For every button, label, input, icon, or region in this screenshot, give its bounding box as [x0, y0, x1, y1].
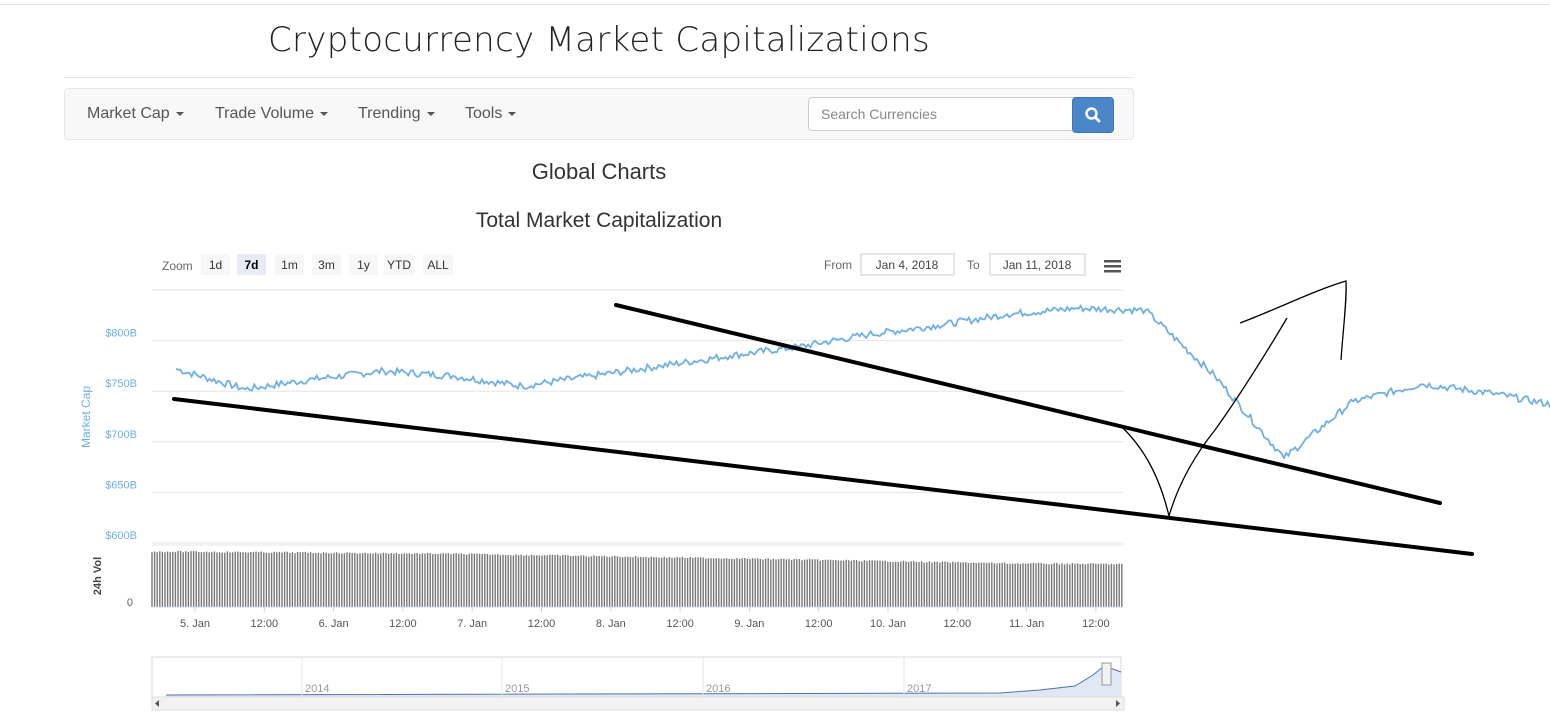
chart-title: Total Market Capitalization — [475, 209, 723, 232]
zoom-button-1d[interactable] — [201, 254, 230, 275]
nav-trending[interactable]: Trending — [358, 89, 435, 139]
y-tick-label: $750B — [105, 378, 137, 390]
caret-down-icon — [320, 111, 329, 116]
wedge-lower-trendline — [172, 397, 1474, 556]
x-tick-label: 5. Jan — [180, 618, 210, 630]
x-tick-label: 12:00 — [251, 618, 279, 630]
volume-axis-label: 24h Vol — [92, 557, 104, 595]
nav-market-cap[interactable]: Market Cap — [87, 89, 184, 139]
x-tick-label: 8. Jan — [596, 618, 626, 630]
nav-trending-label: Trending — [358, 105, 421, 122]
from-date-input[interactable] — [860, 253, 955, 276]
caret-down-icon — [508, 111, 517, 116]
navigator-year-label: 2014 — [305, 683, 329, 695]
volume-bars — [151, 550, 1123, 607]
from-label: From — [824, 258, 852, 272]
navbar: Market Cap Trade Volume Trending Tools — [64, 88, 1134, 140]
y-tick-label: $800B — [105, 328, 137, 340]
market-cap-series-line — [175, 304, 1550, 461]
zoom-button-label: 7d — [244, 258, 258, 272]
x-tick-label: 12:00 — [389, 618, 417, 630]
x-tick-label: 12:00 — [1082, 618, 1110, 630]
breakout-projection-line — [1122, 317, 1288, 519]
breakout-arrow-head — [1239, 280, 1347, 361]
y-tick-label: $700B — [105, 429, 137, 441]
menu-icon-line — [1104, 265, 1121, 268]
title-divider — [64, 77, 1134, 78]
nav-trade-volume[interactable]: Trade Volume — [215, 89, 329, 139]
zoom-button-1m[interactable] — [275, 254, 304, 275]
menu-icon-line — [1104, 270, 1121, 273]
to-label: To — [967, 258, 980, 272]
zoom-button-label: 1d — [209, 258, 222, 272]
zoom-button-7d[interactable] — [237, 254, 266, 275]
navigator-handle[interactable] — [1101, 662, 1112, 686]
nav-tools-label: Tools — [465, 105, 503, 122]
nav-tools[interactable]: Tools — [465, 89, 517, 139]
x-tick-label: 12:00 — [666, 618, 694, 630]
y-tick-label: $650B — [105, 479, 137, 491]
caret-down-icon — [426, 111, 435, 116]
zoom-button-1y[interactable] — [349, 254, 378, 275]
x-tick-label: 9. Jan — [734, 618, 764, 630]
to-date-value: Jan 11, 2018 — [1003, 258, 1072, 272]
x-tick-label: 7. Jan — [457, 618, 487, 630]
zoom-button-label: YTD — [387, 258, 411, 272]
menu-icon-line — [1104, 260, 1121, 263]
site-title: Cryptocurrency Market Capitalizations — [267, 20, 931, 60]
zoom-button-ytd[interactable] — [384, 254, 414, 275]
zoom-button-label: 3m — [318, 258, 335, 272]
navigator-year-label: 2015 — [505, 683, 529, 695]
x-tick-label: 6. Jan — [319, 618, 349, 630]
hamburger-menu-icon[interactable] — [1104, 260, 1121, 273]
navigator-area — [166, 666, 1121, 697]
y-tick-label: $600B — [105, 530, 137, 542]
x-tick-label: 12:00 — [944, 618, 972, 630]
x-tick-label: 11. Jan — [1009, 618, 1044, 630]
nav-trade-volume-label: Trade Volume — [215, 105, 315, 122]
zoom-button-3m[interactable] — [312, 254, 341, 275]
scroll-left-arrow-icon[interactable] — [155, 700, 159, 707]
zoom-button-label: 1y — [357, 258, 370, 272]
search-button[interactable] — [1072, 97, 1114, 133]
to-date-input[interactable] — [989, 253, 1086, 276]
top-border — [0, 4, 1550, 5]
x-tick-label: 10. Jan — [870, 618, 906, 630]
navigator-scrollbar[interactable] — [151, 696, 1125, 711]
x-tick-label: 12:00 — [805, 618, 833, 630]
zoom-button-label: 1m — [281, 258, 298, 272]
wedge-upper-trendline — [614, 303, 1442, 505]
nav-market-cap-label: Market Cap — [87, 105, 170, 122]
navigator-year-label: 2017 — [907, 683, 931, 695]
from-date-value: Jan 4, 2018 — [876, 258, 939, 272]
section-title: Global Charts — [531, 159, 667, 184]
caret-down-icon — [175, 111, 184, 116]
y-axis-label: Market Cap — [79, 386, 93, 448]
x-tick-label: 12:00 — [528, 618, 556, 630]
scroll-right-arrow-icon[interactable] — [1116, 700, 1120, 707]
search-icon — [1085, 107, 1101, 123]
navigator-frame — [151, 656, 1122, 698]
zoom-button-all[interactable] — [423, 254, 453, 275]
zoom-button-label: ALL — [427, 258, 449, 272]
zoom-label: Zoom — [162, 259, 193, 273]
navigator-year-label: 2016 — [706, 683, 730, 695]
search-input[interactable] — [808, 97, 1092, 131]
volume-y-tick-label: 0 — [127, 597, 133, 609]
